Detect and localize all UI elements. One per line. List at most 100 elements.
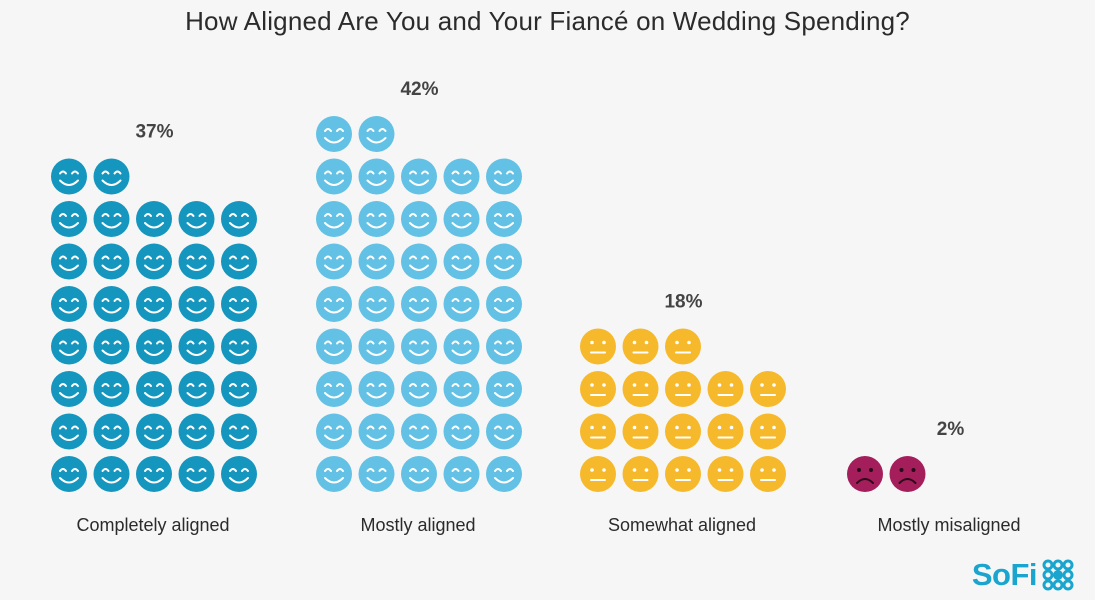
smile-icon-completely-aligned-34 xyxy=(178,201,215,237)
smile-icon-mostly-aligned-7 xyxy=(358,413,395,450)
value-label-mostly-misaligned: 2% xyxy=(937,419,965,440)
neutral-face-icon-somewhat-aligned-13 xyxy=(665,371,701,407)
smile-icon-mostly-aligned-2 xyxy=(358,456,395,492)
smile-icon-completely-aligned-31 xyxy=(51,201,87,237)
smile-icon-completely-aligned-18 xyxy=(136,328,172,365)
smile-icon-mostly-aligned-20 xyxy=(486,328,522,365)
smile-icon-mostly-aligned-6 xyxy=(316,413,352,450)
smile-icon-completely-aligned-30 xyxy=(221,243,257,280)
category-label-somewhat-aligned: Somewhat aligned xyxy=(608,515,756,535)
category-label-mostly-misaligned: Mostly misaligned xyxy=(877,515,1020,535)
smile-icon-completely-aligned-17 xyxy=(93,328,130,365)
smile-icon-mostly-aligned-15 xyxy=(486,371,522,407)
smile-icon-mostly-aligned-12 xyxy=(358,371,395,407)
logo-mark-icon xyxy=(1042,559,1074,591)
smile-icon-completely-aligned-2 xyxy=(93,456,130,492)
smile-icon-mostly-aligned-24 xyxy=(443,286,480,322)
smile-icon-mostly-aligned-35 xyxy=(486,201,522,237)
neutral-face-icon-somewhat-aligned-4 xyxy=(707,456,744,492)
smile-icon-mostly-aligned-41 xyxy=(316,116,352,152)
neutral-face-icon-somewhat-aligned-5 xyxy=(750,456,786,492)
smile-icon-mostly-aligned-21 xyxy=(316,286,352,322)
smile-icon-completely-aligned-9 xyxy=(178,413,215,450)
neutral-face-icon-somewhat-aligned-10 xyxy=(750,413,786,450)
smile-icon-mostly-aligned-1 xyxy=(316,456,352,492)
neutral-face-icon-somewhat-aligned-16 xyxy=(580,328,616,365)
smile-icon-completely-aligned-19 xyxy=(178,328,215,365)
smile-icon-mostly-aligned-3 xyxy=(401,456,437,492)
smile-icon-mostly-aligned-8 xyxy=(401,413,437,450)
smile-icon-completely-aligned-10 xyxy=(221,413,257,450)
smile-icon-completely-aligned-27 xyxy=(93,243,130,280)
smile-icon-completely-aligned-21 xyxy=(51,286,87,322)
neutral-face-icon-somewhat-aligned-14 xyxy=(707,371,744,407)
smile-icon-mostly-aligned-29 xyxy=(443,243,480,280)
smile-icon-mostly-aligned-40 xyxy=(486,158,522,195)
smile-icon-mostly-aligned-27 xyxy=(358,243,395,280)
smile-icon-mostly-aligned-28 xyxy=(401,243,437,280)
smile-icon-completely-aligned-1 xyxy=(51,456,87,492)
smile-icon-mostly-aligned-31 xyxy=(316,201,352,237)
smile-icon-completely-aligned-13 xyxy=(136,371,172,407)
smile-icon-mostly-aligned-34 xyxy=(443,201,480,237)
category-label-completely-aligned: Completely aligned xyxy=(76,515,229,535)
smile-icon-completely-aligned-5 xyxy=(221,456,257,492)
category-label-mostly-aligned: Mostly aligned xyxy=(360,515,475,535)
smile-icon-completely-aligned-24 xyxy=(178,286,215,322)
frown-icon-mostly-misaligned-1 xyxy=(847,456,883,492)
value-label-completely-aligned: 37% xyxy=(135,122,173,143)
smile-icon-completely-aligned-22 xyxy=(93,286,130,322)
smile-icon-mostly-aligned-10 xyxy=(486,413,522,450)
smile-icon-completely-aligned-29 xyxy=(178,243,215,280)
neutral-face-icon-somewhat-aligned-7 xyxy=(622,413,659,450)
smile-icon-completely-aligned-7 xyxy=(93,413,130,450)
neutral-face-icon-somewhat-aligned-3 xyxy=(665,456,701,492)
smile-icon-mostly-aligned-36 xyxy=(316,158,352,195)
smile-icon-mostly-aligned-23 xyxy=(401,286,437,322)
smile-icon-mostly-aligned-22 xyxy=(358,286,395,322)
neutral-face-icon-somewhat-aligned-17 xyxy=(622,328,659,365)
smile-icon-mostly-aligned-42 xyxy=(358,116,395,152)
smile-icon-mostly-aligned-17 xyxy=(358,328,395,365)
smile-icon-completely-aligned-35 xyxy=(221,201,257,237)
smile-icon-mostly-aligned-39 xyxy=(443,158,480,195)
smile-icon-mostly-aligned-16 xyxy=(316,328,352,365)
page-title: How Aligned Are You and Your Fiancé on W… xyxy=(185,6,910,36)
smile-icon-completely-aligned-26 xyxy=(51,243,87,280)
smile-icon-completely-aligned-14 xyxy=(178,371,215,407)
neutral-face-icon-somewhat-aligned-9 xyxy=(707,413,744,450)
neutral-face-icon-somewhat-aligned-11 xyxy=(580,371,616,407)
smile-icon-completely-aligned-12 xyxy=(93,371,130,407)
smile-icon-mostly-aligned-26 xyxy=(316,243,352,280)
smile-icon-mostly-aligned-14 xyxy=(443,371,480,407)
smile-icon-mostly-aligned-18 xyxy=(401,328,437,365)
smile-icon-mostly-aligned-5 xyxy=(486,456,522,492)
value-label-somewhat-aligned: 18% xyxy=(664,292,702,313)
smile-icon-completely-aligned-36 xyxy=(51,158,87,195)
smile-icon-mostly-aligned-19 xyxy=(443,328,480,365)
neutral-face-icon-somewhat-aligned-8 xyxy=(665,413,701,450)
smile-icon-completely-aligned-15 xyxy=(221,371,257,407)
logo-text: SoFi xyxy=(971,557,1038,592)
neutral-face-icon-somewhat-aligned-6 xyxy=(580,413,616,450)
smile-icon-mostly-aligned-9 xyxy=(443,413,480,450)
smile-icon-mostly-aligned-11 xyxy=(316,371,352,407)
smile-icon-mostly-aligned-4 xyxy=(443,456,480,492)
neutral-face-icon-somewhat-aligned-12 xyxy=(622,371,659,407)
smile-icon-completely-aligned-33 xyxy=(136,201,172,237)
sofi-logo: SoFi xyxy=(971,557,1075,592)
smile-icon-mostly-aligned-33 xyxy=(401,201,437,237)
smile-icon-completely-aligned-3 xyxy=(136,456,172,492)
smile-icon-completely-aligned-6 xyxy=(51,413,87,450)
smile-icon-mostly-aligned-25 xyxy=(486,286,522,322)
value-label-mostly-aligned: 42% xyxy=(400,79,438,100)
smile-icon-completely-aligned-16 xyxy=(51,328,87,365)
smile-icon-completely-aligned-37 xyxy=(93,158,130,195)
smile-icon-completely-aligned-4 xyxy=(178,456,215,492)
smile-icon-mostly-aligned-32 xyxy=(358,201,395,237)
neutral-face-icon-somewhat-aligned-18 xyxy=(665,328,701,365)
smile-icon-completely-aligned-20 xyxy=(221,328,257,365)
frown-icon-mostly-misaligned-2 xyxy=(889,456,926,492)
smile-icon-mostly-aligned-37 xyxy=(358,158,395,195)
